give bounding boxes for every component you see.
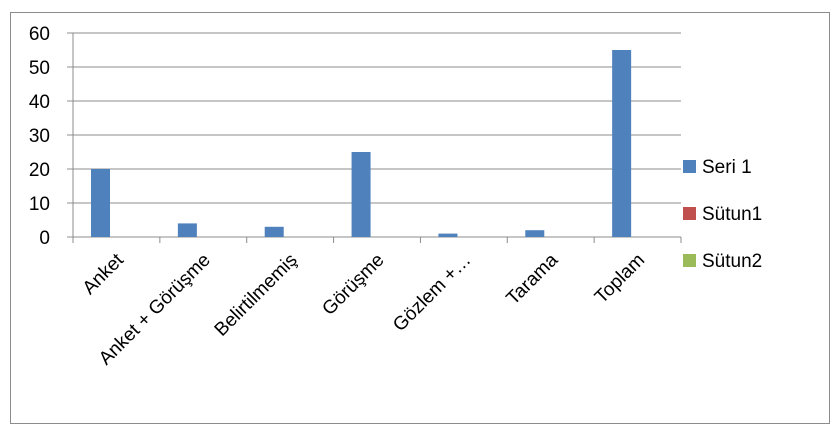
- legend: Seri 1 Sütun1 Sütun2: [683, 157, 762, 272]
- bar-belirtilmemi-: [264, 226, 284, 237]
- legend-swatch: [683, 254, 696, 267]
- legend-label: Seri 1: [702, 157, 752, 178]
- y-tick-label: 30: [29, 126, 50, 147]
- gridlines: [73, 32, 681, 204]
- legend-label: Sütun2: [702, 251, 762, 272]
- axes: [67, 32, 682, 243]
- x-tick-label: Tarama: [503, 249, 563, 309]
- y-tick-labels: 0 10 20 30 40 50 60: [29, 24, 50, 249]
- bars: [91, 50, 632, 237]
- bar-g-zlem-: [438, 233, 458, 237]
- x-tick-label: Toplam: [591, 250, 649, 308]
- y-tick-label: 60: [29, 24, 50, 45]
- x-tick-label: Belirtilmemiş: [211, 250, 302, 341]
- y-tick-label: 0: [39, 228, 50, 249]
- x-tick-label: Anket: [79, 249, 129, 299]
- y-tick-label: 10: [29, 194, 50, 215]
- legend-swatch: [683, 207, 696, 220]
- legend-swatch: [683, 160, 696, 173]
- bar-g-r-me: [351, 152, 371, 237]
- bar-anket: [91, 169, 110, 237]
- y-tick-label: 20: [29, 160, 50, 181]
- bar-anket-g-r-me: [177, 223, 197, 237]
- legend-label: Sütun1: [702, 204, 762, 225]
- y-tick-label: 50: [29, 58, 50, 79]
- bar-toplam: [612, 50, 632, 237]
- y-tick-label: 40: [29, 92, 50, 113]
- x-tick-label: Görüşme: [318, 250, 388, 320]
- bar-tarama: [525, 230, 545, 237]
- x-tick-label: Gözlem +…: [389, 250, 475, 336]
